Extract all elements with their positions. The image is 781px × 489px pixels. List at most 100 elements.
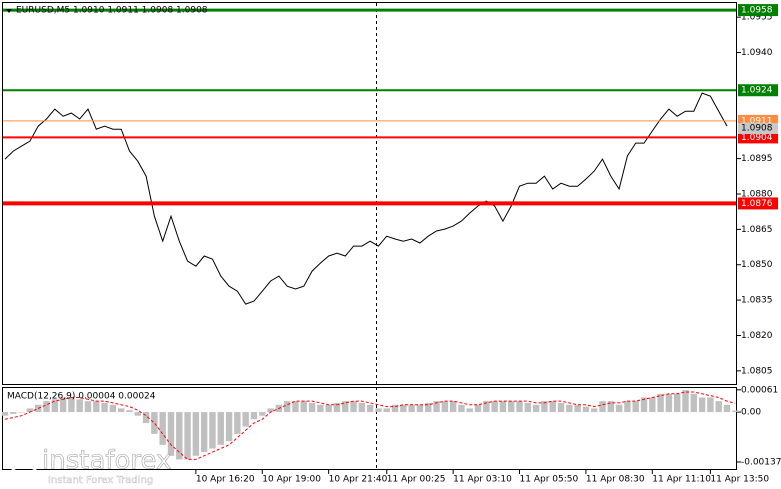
macd-bar <box>682 390 689 413</box>
macd-bar <box>707 397 714 413</box>
level-label: 1.0904 <box>741 133 773 143</box>
macd-bar <box>1 412 9 416</box>
y-tick-label: 0.00 <box>741 408 761 418</box>
macd-bar <box>508 401 515 413</box>
x-tick-label: 11 Apr 03:10 <box>453 475 512 485</box>
macd-bar <box>516 401 523 413</box>
macd-bar <box>101 402 108 413</box>
macd-bar <box>250 412 258 420</box>
macd-bar <box>624 401 631 413</box>
macd-bar <box>466 408 473 413</box>
macd-bar <box>541 401 548 413</box>
y-tick-label: 1.0805 <box>741 366 773 376</box>
macd-bar <box>200 412 208 453</box>
macd-bar <box>474 404 482 413</box>
macd-bar <box>167 412 175 456</box>
y-tick-label: 1.0955 <box>741 13 773 23</box>
y-tick-label: 1.0820 <box>741 331 773 341</box>
macd-bar <box>433 401 440 413</box>
macd-bar <box>76 399 83 413</box>
macd-bar <box>599 401 606 413</box>
x-tick-label: 10 Apr 16:20 <box>196 475 255 485</box>
x-tick-label: 11 Apr 08:30 <box>586 475 645 485</box>
macd-title: MACD(12,26,9) 0.00004 0.00024 <box>7 392 156 402</box>
price-panel <box>2 2 737 385</box>
brand: instaforex <box>42 446 171 476</box>
macd-bar <box>441 401 449 413</box>
macd-bar <box>10 412 17 414</box>
macd-bar <box>300 401 307 413</box>
macd-bar <box>333 402 341 413</box>
macd-bar <box>632 401 639 413</box>
macd-bar <box>383 408 390 413</box>
y-tick-label: 1.0895 <box>741 154 773 164</box>
macd-bar <box>615 404 623 413</box>
x-tick-label: 11 Apr 13:50 <box>710 475 769 485</box>
macd-bar <box>732 410 739 413</box>
macd-bar <box>416 404 424 413</box>
macd-bar <box>649 397 656 413</box>
macd-bar <box>134 412 141 416</box>
level-label: 1.0924 <box>741 86 773 96</box>
macd-bar <box>532 404 540 413</box>
macd-bar <box>51 399 58 413</box>
chart-title: EURUSD,M5 1.0910 1.0911 1.0908 1.0908 <box>16 6 208 16</box>
macd-bar <box>325 404 332 413</box>
y-tick-label: 1.0835 <box>741 296 773 306</box>
macd-bar <box>358 402 366 413</box>
x-tick-label: 11 Apr 05:50 <box>520 475 579 485</box>
macd-bar <box>242 412 249 427</box>
macd-bar <box>225 412 233 442</box>
price-line <box>4 92 728 305</box>
level-label-bg <box>738 131 778 144</box>
macd-bar <box>375 408 382 413</box>
macd-bar <box>267 408 274 413</box>
macd-bar <box>557 402 565 413</box>
macd-bar <box>499 401 507 413</box>
macd-bar <box>582 406 590 413</box>
macd-bar <box>234 412 241 434</box>
macd-bar <box>491 401 498 413</box>
y-tick-label: 1.0940 <box>741 48 773 58</box>
x-tick-label: 11 Apr 11:10 <box>652 475 711 485</box>
logo-icon <box>9 447 39 477</box>
macd-bar <box>574 404 581 413</box>
macd-bar <box>59 397 67 413</box>
macd-bar <box>449 401 457 413</box>
macd-bar <box>524 402 532 413</box>
level-label-bg <box>738 197 778 210</box>
macd-bar <box>209 412 216 449</box>
x-tick-label: 11 Apr 00:25 <box>387 475 446 485</box>
macd-bar <box>159 412 166 445</box>
macd-bar <box>350 401 357 413</box>
macd-bar <box>126 410 133 413</box>
macd-bar <box>723 404 731 413</box>
last-price-bg <box>738 122 778 134</box>
macd-bar <box>690 393 698 413</box>
macd-bar <box>26 408 34 413</box>
macd-bar <box>151 412 158 434</box>
macd-bar <box>425 402 432 413</box>
macd-bar <box>217 412 224 445</box>
macd-bar <box>408 404 415 413</box>
last-price-label: 1.0908 <box>741 123 773 133</box>
x-tick-label: 10 Apr 19:00 <box>262 475 321 485</box>
macd-bar <box>18 412 25 413</box>
macd-bar <box>674 393 681 413</box>
level-label-bg <box>738 84 778 97</box>
macd-bar <box>607 401 615 413</box>
y-tick-label: 1.0850 <box>741 260 773 270</box>
macd-bar <box>549 401 556 413</box>
signal-line <box>4 391 736 460</box>
macd-bar <box>317 404 324 413</box>
macd-bar <box>308 402 316 413</box>
macd-bar <box>640 397 648 413</box>
macd-bar <box>93 401 100 413</box>
y-tick-label: 1.0880 <box>741 190 773 200</box>
macd-bar <box>292 401 299 413</box>
macd-bar <box>698 397 706 413</box>
macd-bar <box>591 408 598 413</box>
level-label: 1.0911 <box>741 116 773 126</box>
macd-bar <box>458 404 465 413</box>
macd-bar <box>84 401 92 413</box>
